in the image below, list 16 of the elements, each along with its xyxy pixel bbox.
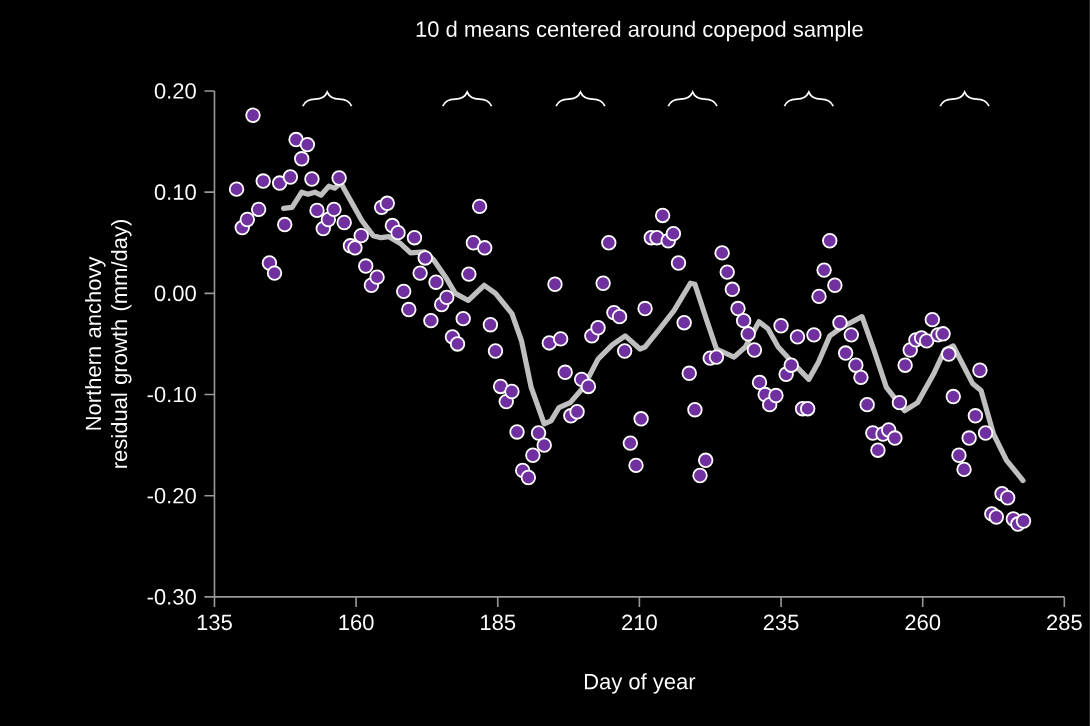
x-tick-label: 210 [622, 614, 657, 631]
x-tick-label: 260 [905, 614, 941, 631]
y-tick-label: 0.10 [154, 184, 196, 201]
x-tick-label: 160 [339, 614, 374, 631]
x-axis-title: Day of year [584, 673, 696, 694]
y-tick-label: 0.00 [154, 285, 196, 302]
x-tick-label: 185 [481, 614, 516, 631]
y-axis-title: Northern anchovy residual growth (mm/day) [85, 220, 132, 468]
chart-title: 10 d means centered around copepod sample [416, 20, 863, 42]
x-tick-label: 235 [763, 614, 799, 631]
y-tick-label: -0.30 [147, 589, 196, 605]
y-tick-label: 0.20 [154, 83, 196, 99]
x-tick-label: 285 [1047, 614, 1082, 631]
y-tick-label: -0.10 [147, 386, 196, 403]
x-tick-label: 135 [197, 614, 232, 631]
y-tick-label: -0.20 [147, 487, 196, 504]
